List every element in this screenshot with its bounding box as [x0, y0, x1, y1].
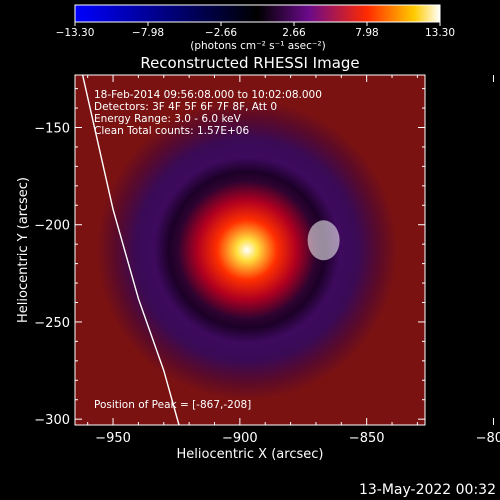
y-tick-label: −150	[34, 122, 70, 137]
colorbar-tick-label: −13.30	[56, 27, 95, 39]
observation-info: 18-Feb-2014 09:56:08.000 to 10:02:08.000…	[94, 89, 322, 137]
x-axis-label: Heliocentric X (arcsec)	[177, 447, 324, 462]
colorbar-tick-label: −7.98	[132, 27, 164, 39]
bright-source	[307, 220, 340, 261]
chart-title: Reconstructed RHESSI Image	[140, 54, 359, 72]
solar-limb-curve	[81, 75, 180, 425]
x-axis: −950 −900 −850 −800	[87, 75, 500, 446]
colorbar-units: (photons cm⁻² s⁻¹ asec⁻²)	[190, 40, 325, 52]
y-axis: −150 −200 −250 −300	[34, 88, 425, 428]
colorbar-tick-label: 2.66	[282, 27, 306, 39]
info-line: Clean Total counts: 1.57E+06	[94, 125, 249, 137]
y-axis-label: Heliocentric Y (arcsec)	[16, 177, 31, 323]
colorbar-tick-label: −2.66	[205, 27, 237, 39]
info-line: 18-Feb-2014 09:56:08.000 to 10:02:08.000	[94, 89, 322, 101]
colorbar-ticks: −13.30 −7.98 −2.66 2.66 7.98 13.30	[56, 22, 455, 39]
x-tick-label: −950	[95, 431, 131, 446]
x-tick-label: −900	[222, 431, 258, 446]
x-tick-label: −850	[349, 431, 385, 446]
y-tick-label: −250	[34, 316, 70, 331]
colorbar-tick-label: 13.30	[425, 27, 455, 39]
colorbar	[74, 4, 441, 23]
y-tick-label: −300	[34, 413, 70, 428]
info-line: Detectors: 3F 4F 5F 6F 7F 8F, Att 0	[94, 101, 277, 113]
y-tick-label: −200	[34, 219, 70, 234]
timestamp: 13-May-2022 00:32	[359, 482, 496, 498]
colorbar-tick-label: 7.98	[355, 27, 378, 39]
plot-frame	[74, 74, 426, 426]
plot-image	[75, 75, 425, 425]
info-line: Energy Range: 3.0 - 6.0 keV	[94, 113, 242, 125]
x-tick-label: −800	[476, 431, 500, 446]
peak-position-label: Position of Peak = [-867,-208]	[94, 399, 251, 411]
